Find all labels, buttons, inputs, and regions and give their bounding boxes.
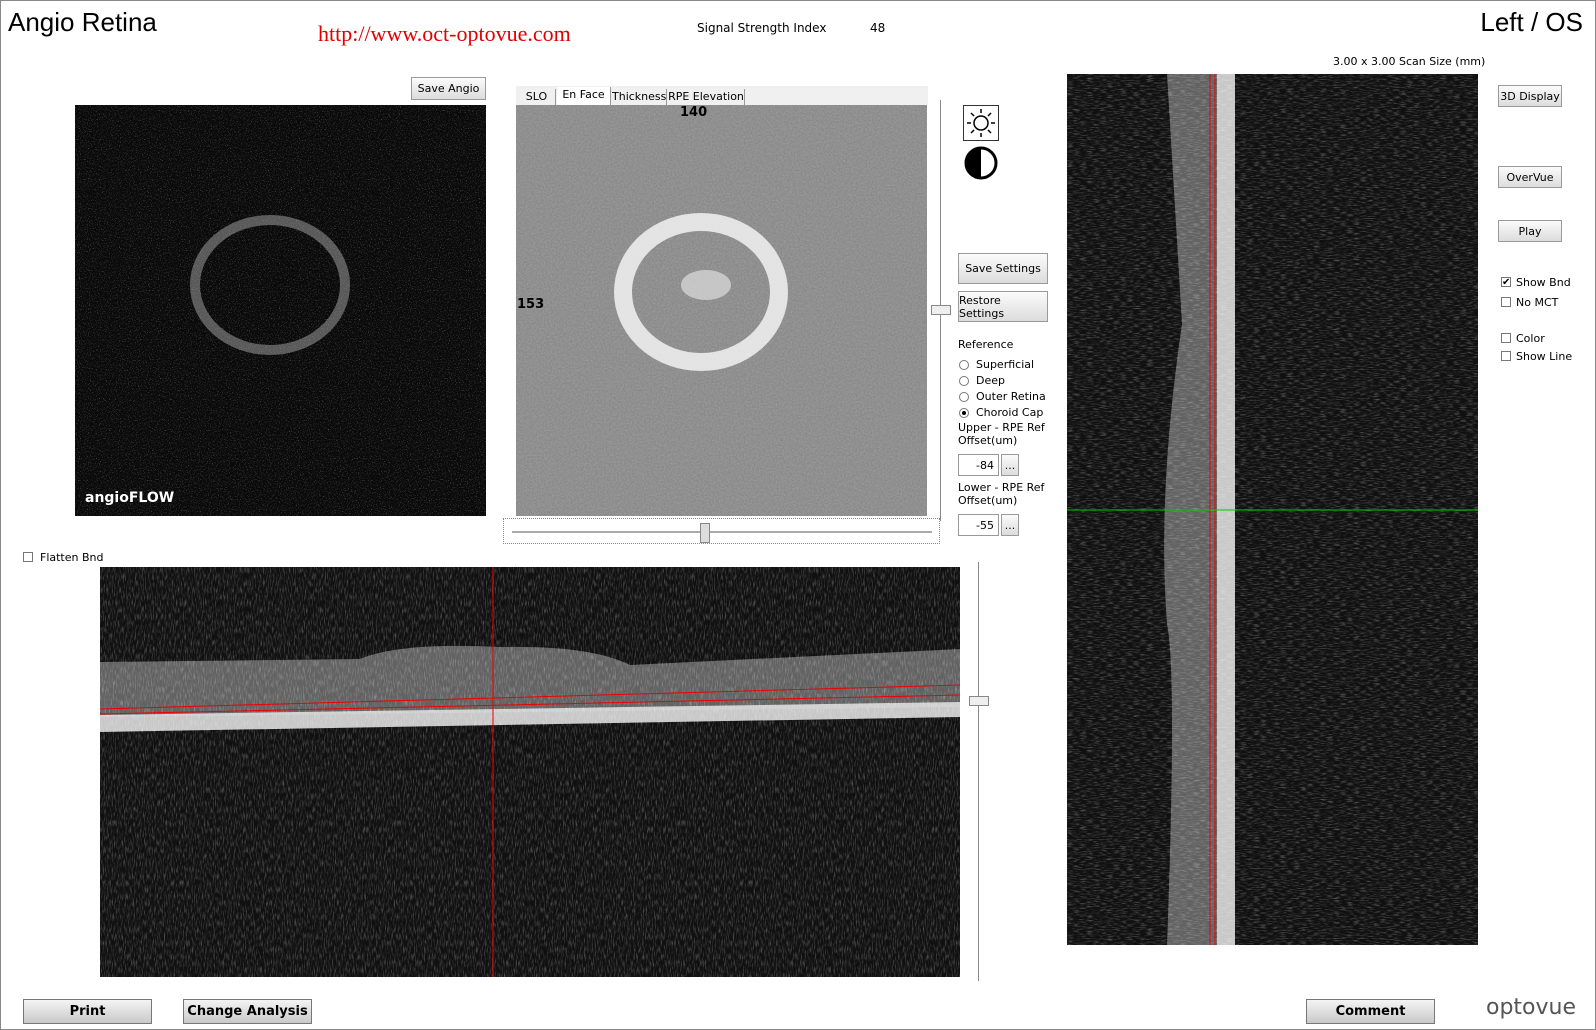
slider-thumb[interactable]	[700, 523, 710, 543]
enface-image	[516, 105, 927, 516]
upper-more-button[interactable]: ...	[1001, 454, 1019, 476]
enface-left-label: 153	[517, 297, 545, 312]
enface-top-label: 140	[680, 105, 708, 120]
reference-radio[interactable]	[959, 392, 969, 402]
side-checkbox[interactable]	[1501, 351, 1511, 361]
image-adjust-icons[interactable]	[963, 105, 999, 181]
reference-radio[interactable]	[959, 376, 969, 386]
side-checkbox[interactable]	[1501, 333, 1511, 343]
reference-label: Superficial	[976, 358, 1035, 371]
vertical-slider-thumb[interactable]	[931, 305, 951, 315]
reference-label: Deep	[976, 374, 1005, 387]
restore-settings-button[interactable]: Restore Settings	[958, 291, 1048, 322]
reference-radio[interactable]	[959, 408, 969, 418]
footer-button[interactable]: Print	[23, 999, 152, 1024]
angio-image: angioFLOW	[75, 105, 486, 516]
title: Angio Retina	[8, 7, 157, 37]
reference-label: Choroid Cap	[976, 406, 1044, 419]
tab[interactable]: Thickness	[612, 89, 667, 105]
bscan-image	[100, 567, 960, 977]
url: http://www.oct-optovue.com	[318, 21, 571, 46]
slider[interactable]	[503, 518, 940, 544]
scan-size: 3.00 x 3.00 Scan Size (mm)	[1333, 55, 1486, 68]
slider-track	[512, 531, 932, 533]
side-button[interactable]: 3D Display	[1498, 85, 1562, 107]
reference-label: Outer Retina	[976, 390, 1046, 403]
eye: Left / OS	[1480, 7, 1583, 37]
angio-texture	[75, 105, 486, 516]
vertical-scan-texture	[1067, 74, 1478, 945]
radio-dot	[962, 411, 966, 415]
tab[interactable]: En Face	[557, 87, 611, 105]
tab[interactable]: RPE Elevation	[668, 89, 745, 105]
footer-button[interactable]: Comment	[1306, 999, 1435, 1024]
tab[interactable]: SLO	[518, 89, 556, 105]
lower-more-button[interactable]: ...	[1001, 514, 1019, 536]
upper-input[interactable]: -84	[958, 454, 999, 476]
side-checkbox-label: Color	[1516, 332, 1545, 345]
footer-button[interactable]: Change Analysis	[183, 999, 312, 1024]
brand-logo: optovue	[1486, 995, 1577, 1020]
signal-label: Signal Strength Index	[697, 21, 827, 35]
side-checkbox[interactable]	[1501, 297, 1511, 307]
side-checkbox-label: Show Line	[1516, 350, 1573, 363]
lower-input[interactable]: -55	[958, 514, 999, 536]
reference-label: Reference	[958, 338, 1014, 351]
bscan-slider-thumb[interactable]	[969, 696, 989, 706]
side-checkbox-label: No MCT	[1516, 296, 1559, 309]
upper-label: Upper - RPE Ref Offset(um)	[958, 421, 1045, 447]
signal-value: 48	[870, 21, 886, 35]
side-checkbox[interactable]: ✔	[1501, 277, 1511, 288]
save-settings-button[interactable]: Save Settings	[958, 253, 1048, 284]
bscan-slider	[978, 562, 979, 981]
side-button[interactable]: OverVue	[1498, 166, 1562, 188]
vertical-scan-image	[1067, 74, 1478, 945]
enface-texture	[516, 105, 927, 516]
save-angio-button[interactable]: Save Angio	[411, 77, 486, 100]
side-checkbox-label: Show Bnd	[1516, 276, 1571, 289]
side-button[interactable]: Play	[1498, 220, 1562, 242]
flatten-checkbox[interactable]	[23, 552, 33, 562]
reference-radio[interactable]	[959, 360, 969, 370]
bscan-texture	[100, 567, 960, 977]
angio-logo: angioFLOW	[85, 490, 175, 506]
lower-label: Lower - RPE Ref Offset(um)	[958, 481, 1045, 507]
flatten-label: Flatten Bnd	[40, 551, 104, 564]
